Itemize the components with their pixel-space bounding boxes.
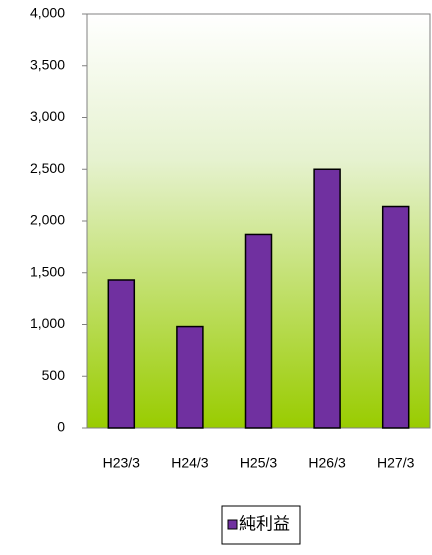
bar xyxy=(381,205,410,429)
bar xyxy=(313,168,341,429)
y-tick-label: 3,500 xyxy=(30,56,65,72)
x-tick-label: H24/3 xyxy=(171,455,209,471)
legend-swatch xyxy=(227,519,238,530)
y-tick-label: 2,500 xyxy=(30,160,65,176)
legend-label: 純利益 xyxy=(239,514,290,533)
y-tick-label: 0 xyxy=(57,419,65,435)
x-tick-label: H26/3 xyxy=(308,455,346,471)
x-tick-label: H23/3 xyxy=(103,455,141,471)
y-tick-label: 2,000 xyxy=(30,212,65,228)
y-tick-label: 1,500 xyxy=(30,263,65,279)
y-tick-label: 500 xyxy=(42,367,66,383)
y-tick-label: 3,000 xyxy=(30,108,65,124)
x-tick-label: H25/3 xyxy=(240,455,278,471)
y-tick-label: 1,000 xyxy=(30,315,65,331)
x-tick-label: H27/3 xyxy=(377,455,415,471)
bar xyxy=(176,325,204,429)
bar xyxy=(107,279,136,429)
bar xyxy=(244,233,273,429)
y-tick-label: 4,000 xyxy=(30,5,65,21)
